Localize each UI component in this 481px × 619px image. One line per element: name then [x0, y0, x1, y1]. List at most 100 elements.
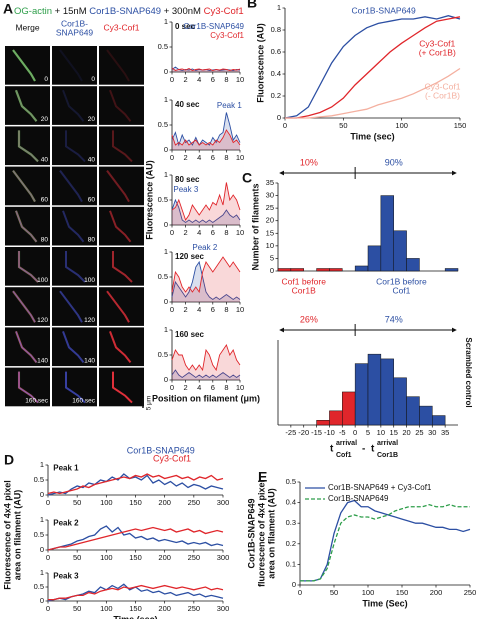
micrograph	[5, 327, 50, 367]
filament	[18, 130, 39, 163]
y-tick-label: 15	[266, 228, 274, 237]
series-line	[171, 129, 241, 146]
hist-bar	[380, 358, 394, 426]
filament	[12, 49, 36, 82]
filament	[65, 130, 86, 163]
x-tick-label: 150	[129, 604, 142, 613]
time-label: 60	[88, 197, 96, 204]
panel-letter: C	[242, 170, 252, 186]
x-tick-label: 200	[158, 553, 171, 562]
y-tick-label: 0.2	[286, 539, 296, 548]
filament	[12, 170, 36, 203]
series-line	[171, 198, 241, 224]
y-tick-label: 1	[164, 247, 168, 256]
series-area	[172, 182, 240, 225]
panel-a-title: OG-actin + 15nM Cor1B-SNAP649 + 300nM Cy…	[14, 6, 244, 17]
filament	[112, 371, 133, 404]
y-tick-label: 5	[270, 253, 274, 262]
series-area	[172, 200, 240, 225]
y-tick-label: 0	[40, 490, 44, 499]
x-tick-label: 150	[396, 588, 409, 597]
time-label: 60	[41, 197, 49, 204]
x-label-part: Cor1B	[377, 452, 398, 459]
series-line	[171, 256, 241, 294]
micrograph	[5, 126, 50, 166]
filament	[62, 210, 85, 243]
x-tick-label: 4	[197, 75, 201, 84]
x-tick-label: 2	[184, 153, 188, 162]
x-label-part: arrival	[336, 440, 357, 447]
micrograph	[99, 287, 144, 326]
peak-label: Peak 1	[217, 101, 242, 110]
x-tick-label: -10	[324, 428, 335, 437]
micrograph	[52, 126, 97, 166]
hist-bar	[406, 396, 420, 426]
x-tick-label: 6	[211, 305, 215, 314]
y-label: area on filament (AU)	[266, 488, 276, 579]
filament	[12, 49, 36, 82]
share-label: 90%	[385, 157, 403, 167]
micrograph	[5, 166, 50, 206]
time-label: 80	[88, 237, 96, 244]
x-label-part: Cof1	[336, 452, 352, 459]
filament	[17, 130, 39, 163]
x-tick-label: 250	[188, 553, 201, 562]
y-tick-label: 0.5	[158, 195, 168, 204]
title-part: + 300nM	[161, 6, 204, 17]
x-tick-label: 0	[46, 604, 50, 613]
x-tick-label: 0	[283, 121, 287, 130]
y-label: Cor1B-SNAP649	[246, 498, 256, 568]
legend-label: Cor1B-SNAP649	[127, 445, 195, 455]
title-part: Cor1B-SNAP649	[89, 6, 161, 17]
filament	[15, 89, 38, 122]
micrograph	[5, 46, 50, 85]
y-label: Fluorescence of 4x4 pixel	[2, 480, 12, 590]
micrograph	[99, 166, 144, 206]
x-label: Position on filament (μm)	[152, 393, 260, 403]
y-tick-label: 0.4	[286, 498, 296, 507]
hist-bar	[316, 420, 330, 426]
micrograph	[52, 46, 97, 85]
time-label: 100	[84, 277, 95, 284]
y-tick-label: 0	[277, 113, 281, 122]
y-tick-label: 0	[270, 266, 274, 275]
micrograph	[5, 206, 50, 246]
y-tick-label: 0	[164, 67, 168, 76]
series-line	[47, 473, 224, 496]
y-tick-label: 0.4	[271, 69, 281, 78]
micrograph	[52, 166, 97, 206]
x-tick-label: 10	[236, 305, 244, 314]
x-tick-label: -20	[298, 428, 309, 437]
y-tick-label: 0	[40, 545, 44, 554]
micrograph	[5, 287, 50, 326]
x-tick-label: 8	[224, 75, 228, 84]
y-tick-label: 0	[292, 580, 296, 589]
x-tick-label: 100	[100, 553, 113, 562]
y-tick-label: 1	[164, 325, 168, 334]
y-tick-label: 0	[164, 375, 168, 384]
hist-bar	[354, 363, 369, 426]
time-label: 100	[37, 277, 48, 284]
filament	[12, 290, 36, 323]
series-line	[47, 525, 224, 551]
hist-bar	[329, 268, 343, 272]
filament	[106, 49, 130, 82]
series-area	[172, 345, 240, 380]
x-tick-label: 4	[197, 153, 201, 162]
x-tick-label: -5	[339, 428, 346, 437]
time-label: 0	[44, 76, 48, 83]
series-line	[285, 67, 461, 119]
x-label: Time (sec)	[350, 131, 394, 141]
x-tick-label: 50	[339, 121, 347, 130]
y-tick-label: 1	[164, 17, 168, 26]
x-tick-label: 50	[73, 498, 81, 507]
x-tick-label: 5	[366, 428, 370, 437]
time-label: 140	[84, 357, 95, 364]
filament	[12, 290, 36, 323]
x-tick-label: 2	[184, 75, 188, 84]
group-label: Cof1 before	[282, 276, 327, 286]
micrograph	[5, 86, 50, 125]
series-line	[284, 15, 461, 119]
x-tick-label: 300	[217, 553, 230, 562]
